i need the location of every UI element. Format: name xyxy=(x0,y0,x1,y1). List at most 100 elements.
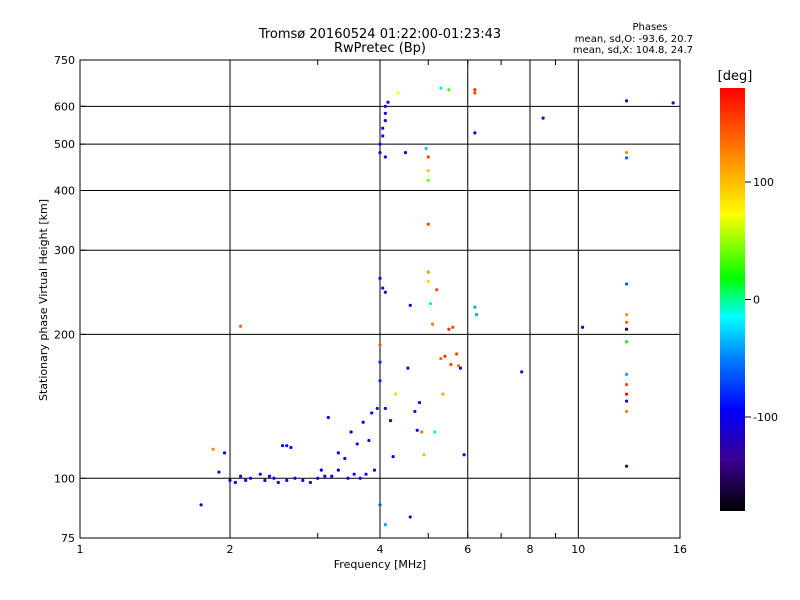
echo-point xyxy=(426,270,430,274)
echo-point xyxy=(388,419,393,423)
echo-point xyxy=(426,169,430,173)
echo-point xyxy=(383,155,387,159)
chart-title: Tromsø 20160524 01:22:00-01:23:43 xyxy=(258,27,501,42)
echo-point xyxy=(435,288,439,292)
x-tick-label: 4 xyxy=(377,543,384,556)
echo-point xyxy=(249,476,253,480)
echo-point xyxy=(211,447,215,451)
echo-point xyxy=(375,406,379,411)
echo-point xyxy=(624,392,629,396)
phase-note-o: mean, sd,O: -93.6, 20.7 xyxy=(575,34,693,45)
echo-point xyxy=(413,409,417,414)
echo-point xyxy=(439,86,443,90)
y-tick-label: 600 xyxy=(54,100,75,113)
echo-point xyxy=(378,343,382,347)
grid xyxy=(80,60,680,538)
colorbar-ticks: 100 0 -100 xyxy=(745,176,778,424)
echo-point xyxy=(217,470,221,474)
x-tick-label: 8 xyxy=(527,543,534,556)
echo-point xyxy=(336,451,340,455)
echo-point xyxy=(428,301,433,306)
echo-point xyxy=(383,523,387,527)
echo-point xyxy=(367,438,371,443)
echo-point xyxy=(422,453,426,457)
phase-note-x: mean, sd,X: 104.8, 24.7 xyxy=(573,45,693,56)
x-tick-label: 16 xyxy=(673,543,687,556)
echo-point xyxy=(228,478,232,482)
colorbar xyxy=(720,88,745,511)
phase-note-heading: Phases xyxy=(632,22,667,33)
echo-point xyxy=(624,372,629,376)
echo-point xyxy=(326,415,330,420)
echo-point xyxy=(316,476,320,480)
y-tick-label: 300 xyxy=(54,244,75,257)
echo-point xyxy=(386,100,390,104)
echo-point xyxy=(381,126,385,130)
x-tick-label: 2 xyxy=(227,543,234,556)
echo-point xyxy=(244,478,248,482)
echo-point xyxy=(285,478,289,482)
echo-point xyxy=(403,151,408,155)
echo-point xyxy=(520,370,524,374)
echo-point xyxy=(364,472,368,476)
echo-point xyxy=(447,327,451,331)
echo-point xyxy=(415,428,419,432)
echo-point xyxy=(378,151,382,155)
echo-point xyxy=(378,142,382,146)
echo-point xyxy=(426,222,430,226)
echo-point xyxy=(272,476,276,480)
echo-point xyxy=(624,156,629,160)
echo-point xyxy=(426,279,430,284)
echo-point xyxy=(267,474,272,478)
axis-ticks: 1 2 4 6 8 10 16 75 100 200 300 400 500 600 750 xyxy=(54,54,687,556)
echo-point xyxy=(462,453,466,457)
echo-point xyxy=(451,325,455,329)
echo-point xyxy=(426,178,430,182)
x-tick-label: 10 xyxy=(571,543,585,556)
echo-point xyxy=(378,276,382,280)
y-tick-label: 500 xyxy=(54,138,75,151)
echo-point xyxy=(624,340,629,344)
echo-point xyxy=(439,356,443,361)
echo-point xyxy=(330,474,334,478)
echo-point xyxy=(473,91,477,95)
echo-point xyxy=(396,91,400,95)
echo-point xyxy=(383,290,387,294)
echo-point xyxy=(580,325,585,329)
echo-point xyxy=(443,354,447,358)
echo-point xyxy=(455,352,459,356)
echo-point xyxy=(473,131,477,135)
echo-point xyxy=(473,88,477,92)
echo-point xyxy=(199,503,203,507)
echo-point xyxy=(378,360,382,364)
data-points xyxy=(199,86,675,527)
echo-point xyxy=(233,480,237,485)
y-tick-label: 750 xyxy=(54,54,75,67)
x-tick-label: 1 xyxy=(77,543,84,556)
echo-point xyxy=(378,503,382,507)
echo-point xyxy=(474,313,479,317)
echo-point xyxy=(238,324,243,328)
echo-point xyxy=(276,480,280,485)
echo-point xyxy=(280,444,285,448)
echo-point xyxy=(408,515,412,519)
echo-point xyxy=(624,399,629,403)
echo-point xyxy=(285,444,289,448)
chart-subtitle: RwPretec (Bp) xyxy=(334,41,426,56)
echo-point xyxy=(417,400,422,405)
echo-point xyxy=(426,155,430,159)
echo-point xyxy=(349,430,353,434)
echo-point xyxy=(370,411,374,415)
echo-point xyxy=(541,116,545,120)
echo-point xyxy=(381,286,385,290)
echo-point xyxy=(624,320,629,324)
echo-point xyxy=(258,472,262,476)
colorbar-tick-label: -100 xyxy=(753,411,778,424)
echo-point xyxy=(352,472,356,476)
echo-point xyxy=(449,362,453,367)
y-axis-label: Stationary phase Virtual Height [km] xyxy=(37,199,50,401)
y-tick-label: 400 xyxy=(54,184,75,197)
echo-point xyxy=(336,468,340,472)
echo-point xyxy=(346,476,350,480)
